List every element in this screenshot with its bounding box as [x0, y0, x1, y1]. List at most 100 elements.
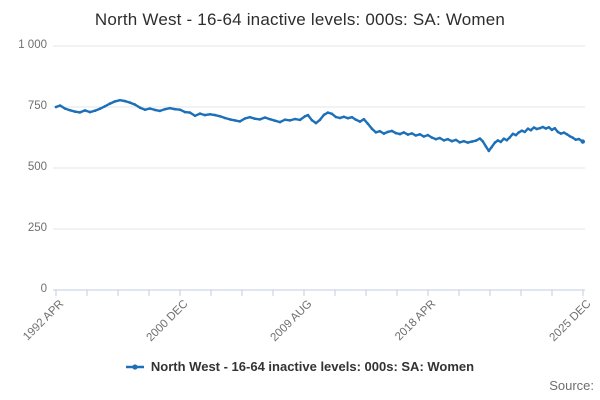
data-point	[442, 139, 446, 142]
data-point	[430, 136, 434, 139]
data-point	[330, 112, 334, 116]
data-point	[538, 126, 542, 130]
data-point	[382, 132, 386, 135]
data-point	[273, 119, 277, 122]
data-point	[523, 130, 527, 134]
data-point	[406, 133, 410, 136]
data-point	[370, 127, 374, 130]
data-point	[293, 117, 297, 121]
data-point	[213, 113, 217, 117]
data-point	[318, 118, 322, 122]
data-point	[178, 108, 182, 111]
data-point	[410, 132, 414, 135]
data-point	[478, 137, 482, 140]
data-point	[108, 102, 112, 105]
source-label: Source:	[549, 378, 594, 393]
data-point	[143, 108, 147, 111]
legend-item[interactable]: North West - 16-64 inactive levels: 000s…	[125, 359, 474, 374]
data-point	[394, 131, 398, 135]
data-point	[481, 140, 485, 143]
data-point	[268, 117, 272, 121]
data-point	[499, 140, 503, 144]
data-point	[508, 136, 512, 139]
data-point	[526, 127, 530, 130]
data-point	[446, 137, 450, 141]
data-point	[278, 120, 282, 124]
data-point	[163, 107, 167, 111]
data-point	[314, 121, 318, 125]
data-point	[574, 138, 578, 141]
data-point	[458, 141, 462, 144]
data-point	[158, 109, 162, 113]
data-point	[54, 105, 58, 109]
data-point	[118, 98, 122, 102]
data-point	[338, 116, 342, 120]
data-point	[238, 120, 242, 123]
data-point	[354, 118, 358, 121]
data-point	[398, 132, 402, 136]
data-point	[454, 138, 458, 142]
data-point	[326, 111, 330, 114]
data-point	[283, 118, 287, 121]
data-point	[58, 104, 62, 107]
data-point	[565, 133, 569, 136]
data-point	[544, 127, 548, 130]
data-point	[173, 107, 177, 111]
data-point	[253, 117, 257, 120]
data-point	[422, 135, 426, 138]
data-point	[138, 106, 142, 109]
data-point	[532, 126, 536, 129]
data-point-last	[580, 139, 585, 144]
data-point	[434, 137, 438, 141]
data-point	[517, 131, 521, 134]
data-point	[78, 111, 82, 114]
y-axis-label: 1 000	[18, 39, 47, 51]
data-point	[183, 110, 187, 114]
data-point	[223, 116, 227, 120]
data-point	[208, 113, 212, 116]
data-point	[520, 129, 524, 132]
data-point	[218, 115, 222, 118]
data-point	[556, 130, 560, 134]
data-point	[568, 135, 572, 138]
chart-title: North West - 16-64 inactive levels: 000s…	[94, 10, 506, 29]
data-point	[386, 130, 390, 134]
data-point	[248, 115, 252, 119]
data-point	[553, 126, 557, 130]
data-point	[374, 131, 378, 134]
data-point	[203, 113, 207, 117]
y-axis-label: 250	[27, 222, 47, 234]
data-point	[466, 141, 470, 144]
data-point	[505, 138, 509, 142]
data-point	[511, 132, 515, 136]
y-axis-label: 0	[40, 283, 47, 295]
data-point	[88, 110, 92, 114]
data-point	[310, 118, 314, 122]
data-point	[346, 116, 350, 120]
data-point	[358, 120, 362, 123]
data-point	[228, 118, 232, 121]
data-point	[484, 145, 488, 148]
data-point	[559, 132, 563, 135]
data-point	[426, 133, 430, 137]
data-point	[462, 139, 466, 143]
data-point	[243, 117, 247, 120]
data-point	[123, 99, 127, 103]
data-point	[263, 116, 267, 119]
data-point	[98, 107, 102, 110]
data-point	[133, 103, 137, 106]
data-point	[378, 129, 382, 133]
data-point	[577, 137, 581, 141]
data-point	[322, 113, 326, 117]
data-point	[562, 131, 566, 134]
data-point	[63, 107, 67, 110]
data-point	[148, 107, 152, 110]
data-point	[474, 139, 478, 142]
data-point	[113, 100, 117, 103]
data-point	[303, 115, 307, 118]
legend-marker-icon	[125, 363, 144, 370]
data-point	[334, 115, 338, 119]
data-point	[193, 114, 197, 118]
